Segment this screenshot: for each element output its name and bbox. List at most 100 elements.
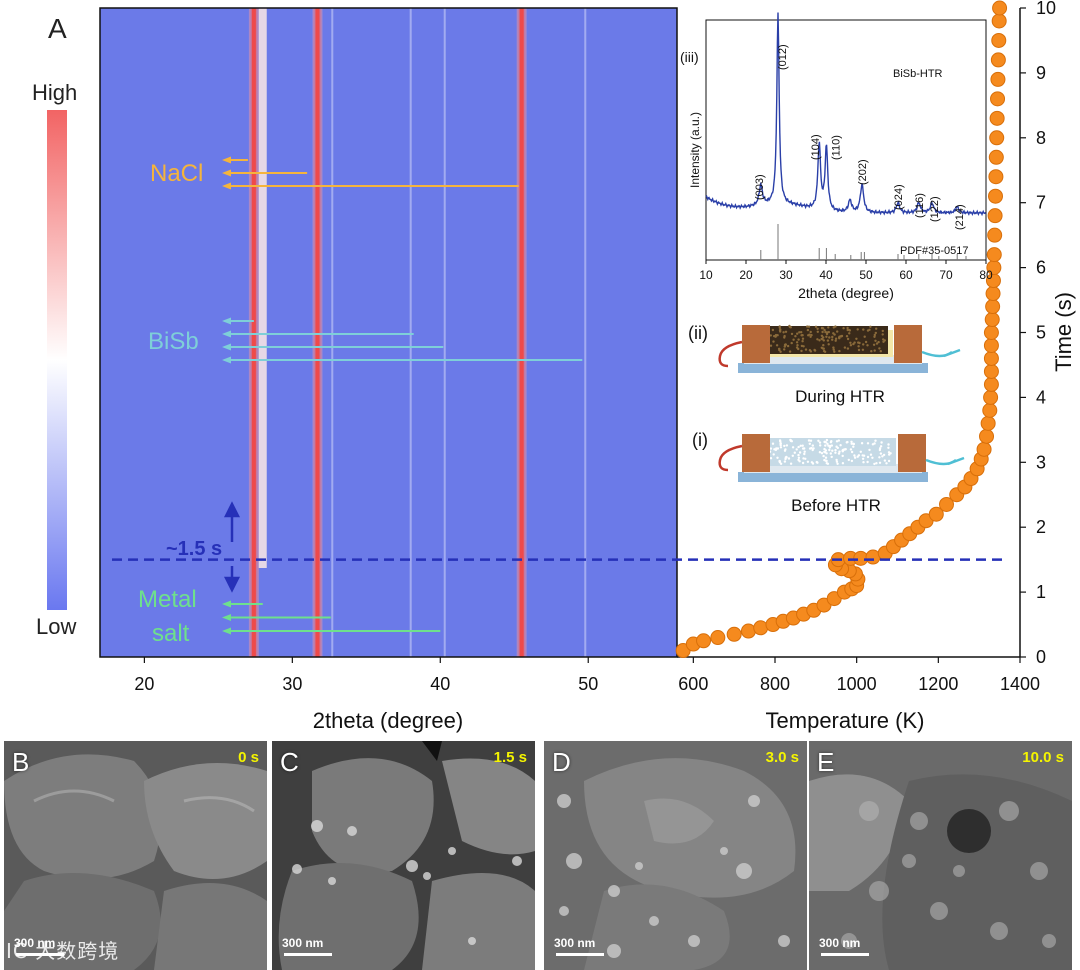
powder-dot <box>861 454 864 457</box>
powder-dot <box>882 338 885 341</box>
temp-y-tick-label: 4 <box>1036 387 1046 407</box>
powder-dot <box>782 331 785 334</box>
powder-dot <box>840 334 844 338</box>
temperature-point <box>928 506 944 522</box>
powder-dot <box>866 442 870 445</box>
powder-dot <box>822 336 825 339</box>
powder-dot <box>797 445 800 449</box>
powder-dot <box>879 445 883 448</box>
powder-dot <box>773 334 776 338</box>
temp-y-tick-label: 1 <box>1036 582 1046 602</box>
powder-dot <box>877 340 880 344</box>
temperature-point <box>983 325 999 340</box>
powder-dot <box>795 346 799 349</box>
powder-dot <box>791 446 795 449</box>
powder-dot <box>783 348 786 351</box>
powder-dot <box>834 451 837 454</box>
sem-time-d: 3.0 s <box>765 749 799 766</box>
colorbar-high-label: High <box>32 80 77 105</box>
powder-dot <box>881 455 884 458</box>
powder-dot <box>850 459 854 463</box>
powder-dot <box>774 333 778 337</box>
nacl-arrow-head <box>222 169 231 177</box>
schematic-caption-during: During HTR <box>795 387 885 406</box>
powder-dot <box>832 332 835 335</box>
powder-dot <box>828 336 831 339</box>
powder-dot <box>838 349 841 353</box>
powder-dot <box>816 330 819 333</box>
powder-dot <box>863 335 866 338</box>
powder-dot <box>816 338 819 341</box>
nacl-arrow-head <box>222 156 231 164</box>
temperature-point <box>983 350 999 366</box>
powder-dot <box>845 335 849 338</box>
metal-arrow-head <box>222 627 231 635</box>
powder-dot <box>838 450 841 453</box>
powder-dot <box>872 343 876 346</box>
powder-dot <box>825 332 829 336</box>
inset-xrd-peak-label: (202) <box>857 159 869 185</box>
temperature-plot: 600 800 1000 1200 1400 0 1 2 3 4 5 6 7 8 9 10 Temperatu… <box>675 0 1076 733</box>
powder-dot <box>870 350 873 353</box>
powder-dot <box>772 453 775 456</box>
powder-dot <box>873 462 876 466</box>
powder-dot <box>809 439 813 442</box>
heatmap-x-tick-label: 50 <box>578 674 598 694</box>
powder-dot <box>888 453 891 456</box>
powder-dot <box>831 338 834 341</box>
powder-dot <box>785 455 788 459</box>
powder-dot <box>883 459 887 462</box>
powder-dot <box>820 452 824 455</box>
powder-dot <box>842 327 845 330</box>
powder-dot <box>790 341 793 345</box>
powder-dot <box>789 462 793 465</box>
pale-diffraction-line <box>258 8 267 568</box>
powder-dot <box>791 454 794 457</box>
powder-dot <box>826 442 829 445</box>
powder-dot <box>861 457 865 460</box>
temp-ylabel: Time (s) <box>1051 292 1076 372</box>
temp-y-tick-label: 5 <box>1036 323 1046 343</box>
powder-dot <box>873 335 876 338</box>
powder-dot <box>801 444 804 447</box>
powder-dot <box>819 444 822 447</box>
powder-dot <box>857 348 861 352</box>
temp-y-tick-label: 10 <box>1036 0 1056 18</box>
temp-y-tick-label: 2 <box>1036 517 1046 537</box>
inset-xrd-x-tick-label: 30 <box>779 268 793 282</box>
powder-dot <box>809 335 812 338</box>
powder-dot <box>778 326 781 329</box>
powder-dot <box>887 446 890 449</box>
powder-dot <box>874 339 877 342</box>
powder-dot <box>779 446 783 449</box>
temperature-point <box>984 312 1000 328</box>
schematic-tag-ii: (ii) <box>688 323 708 343</box>
powder-dot <box>831 449 834 452</box>
temperature-point <box>710 630 726 646</box>
powder-dot <box>835 458 838 462</box>
temperature-point <box>740 623 756 639</box>
temp-axis-ticks: 600 800 1000 1200 1400 0 1 2 3 4 5 6 7 8 9 10 <box>678 0 1056 694</box>
temp-x-tick-label: 1200 <box>918 674 958 694</box>
powder-dot <box>846 326 849 330</box>
powder-dot <box>834 337 838 340</box>
temperature-point <box>991 13 1007 29</box>
powder-dot <box>790 332 794 336</box>
powder-dot <box>846 337 850 341</box>
temperature-point <box>990 52 1006 68</box>
powder-dot <box>875 342 879 345</box>
powder-dot <box>803 452 806 456</box>
powder-dot <box>846 347 850 350</box>
powder-dot <box>806 328 810 332</box>
sem-letter-d: D <box>552 747 571 777</box>
powder-dot <box>848 329 852 332</box>
temperature-point <box>976 441 992 457</box>
powder-dot <box>818 441 822 444</box>
bisb-arrow-head <box>222 317 231 325</box>
temperature-point <box>988 149 1004 165</box>
powder-dot <box>773 448 776 451</box>
powder-dot <box>806 325 809 328</box>
temp-xlabel: Temperature (K) <box>766 708 925 733</box>
powder-dot <box>861 348 865 351</box>
temperature-point <box>990 71 1006 87</box>
